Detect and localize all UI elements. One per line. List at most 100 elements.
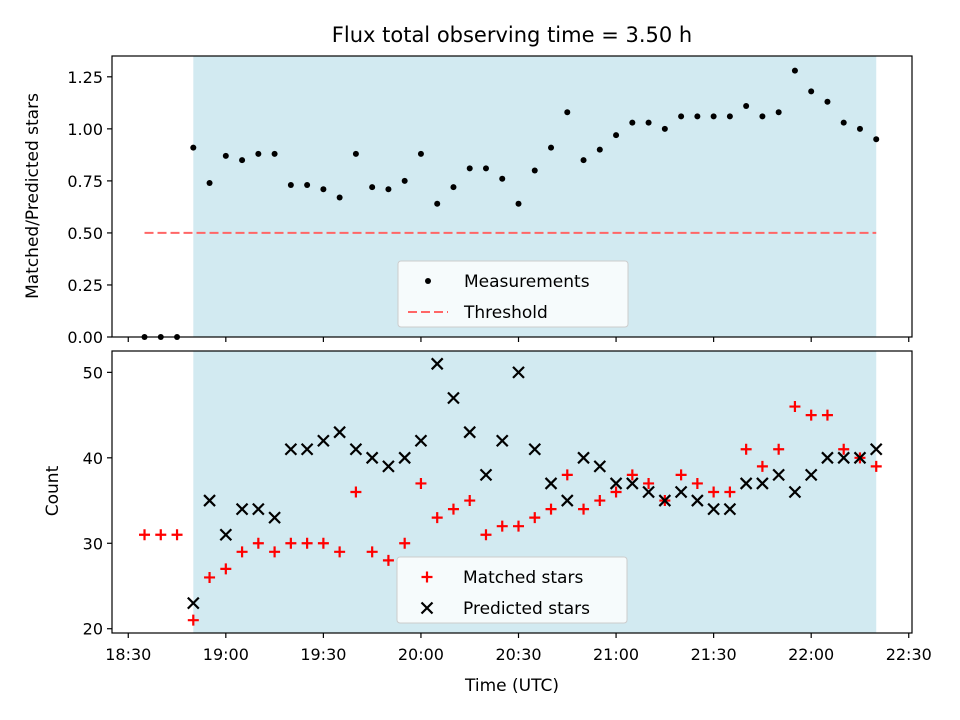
legend-label: Threshold [463,303,548,323]
predicted-star-point [772,468,785,482]
predicted-star-point [691,494,704,507]
predicted-star-point [626,477,639,490]
measurement-point [791,67,798,74]
predicted-star-point [707,502,720,516]
bottom-axes-frame [111,350,913,634]
measurement-point [515,200,522,207]
measurement-point [417,150,424,157]
matched-star-point [269,546,281,558]
measurement-point [434,200,441,207]
matched-star-point [805,409,817,421]
predicted-star-point [821,451,834,465]
matched-star-point [334,546,346,558]
matched-star-point [285,537,297,549]
matched-star-point [480,529,492,541]
matched-star-point [415,477,427,489]
matched-star-point [870,460,882,472]
matched-star-point [756,460,768,472]
predicted-star-point [853,451,867,465]
legend-measurements-marker [425,278,431,284]
predicted-star-point [528,442,542,456]
measurement-point [482,165,489,172]
predicted-star-point [284,442,298,456]
x-tick-label: 22:30 [886,645,932,664]
top-y-tick-label: 0.75 [67,172,103,191]
bottom-y-tick-label: 40 [83,449,103,468]
measurement-point [613,132,620,139]
top-y-tick-label: 1.25 [67,68,103,87]
measurement-point [466,165,473,172]
measurement-point [548,144,555,151]
top-y-tick-label: 0.00 [67,328,103,347]
measurement-point [564,109,571,116]
matched-star-point [171,529,183,541]
measurement-point [873,136,880,143]
matched-star-point [691,477,703,489]
measurement-point [596,146,603,153]
measurement-point [743,102,750,109]
legend-label: Measurements [464,272,590,292]
matched-star-point [399,537,411,549]
matched-star-point [626,469,638,481]
bottom-legend-box [396,556,628,624]
predicted-star-point [398,451,411,465]
measurement-point [385,186,392,193]
measurement-point [499,175,506,182]
predicted-star-point [463,425,477,439]
matched-star-point [513,520,525,532]
bottom-y-axis-label: Count [43,465,63,516]
legend-matched-marker [421,571,433,583]
measurement-point [629,119,636,126]
top-panel: 0.00 0.25 0.50 0.75 1.00 1.25 Measurements Thre… [67,55,913,347]
predicted-star-point [739,477,753,490]
measurement-point [856,125,863,132]
predicted-star-point [414,434,428,448]
predicted-star-point [723,502,737,516]
predicted-star-point [658,494,672,507]
measurement-point [287,182,294,189]
measurement-point [320,186,327,193]
top-y-tick-label: 0.50 [67,224,103,243]
matched-star-point [578,503,590,515]
x-tick-label: 20:30 [495,645,541,664]
matched-star-point [643,477,655,489]
predicted-star-point [804,468,818,482]
matched-star-point [447,503,459,515]
x-tick-label: 20:00 [398,645,444,664]
matched-star-point [496,520,508,532]
measurement-point [352,150,359,157]
matched-star-point [317,537,329,549]
predicted-star-point [219,528,233,542]
bottom-y-tick-label: 30 [83,534,103,553]
matched-star-point [773,443,785,455]
x-tick-label: 22:00 [788,645,834,664]
x-tick-label: 19:30 [300,645,346,664]
x-axis-label: Time (UTC) [464,676,559,696]
predicted-star-point [674,485,688,499]
predicted-star-point [317,434,330,448]
measurement-point [369,184,376,191]
predicted-star-point [268,511,281,524]
legend-predicted-marker [420,601,434,615]
matched-star-point [545,503,557,515]
top-y-tick-label: 1.00 [67,120,103,139]
predicted-star-point [447,391,460,405]
chart-title: Flux total observing time = 3.50 h [332,23,692,47]
matched-star-point [366,546,378,558]
predicted-star-point [544,477,558,490]
matched-star-point [708,486,720,498]
predicted-star-point [561,494,574,507]
x-tick-label: 18:30 [105,645,151,664]
matched-star-point [838,443,850,455]
matched-star-point [382,554,394,566]
predicted-star-point [495,434,509,448]
matched-star-point [529,512,541,524]
measurement-point [840,119,847,126]
matched-star-point [464,495,476,507]
matched-star-point [821,409,833,421]
predicted-star-point [187,596,200,610]
matched-star-point [610,486,622,498]
top-legend-box [397,260,629,328]
top-y-tick-label: 0.25 [67,276,103,295]
predicted-star-point [300,442,314,456]
